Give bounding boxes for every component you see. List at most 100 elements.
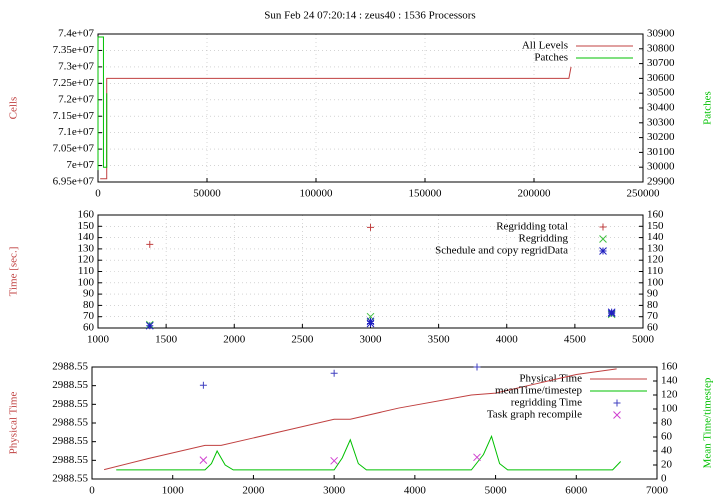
data-point [145, 321, 154, 330]
x-tick-label: 3500 [428, 334, 451, 346]
y2-tick-label: 140 [647, 231, 664, 243]
x-tick-label: 5000 [485, 485, 508, 497]
x-tick-label: 2000 [242, 485, 265, 497]
data-point [607, 308, 616, 317]
y-tick-label: 60 [83, 322, 95, 334]
y2-tick-label: 30300 [647, 116, 675, 128]
legend-label: meanTime/timestep [495, 385, 582, 397]
y-tick-label: 2988.55 [52, 379, 88, 391]
x-tick-label: 0 [95, 188, 101, 200]
legend-swatch [599, 223, 607, 231]
y-tick-label: 2988.55 [52, 435, 88, 447]
legend-swatch [599, 235, 607, 243]
y2-tick-label: 30800 [647, 42, 675, 54]
data-point [473, 363, 481, 371]
y2-tick-label: 30700 [647, 57, 675, 69]
y-tick-label: 2988.55 [52, 361, 88, 373]
y2-tick-label: 90 [647, 288, 659, 300]
y2-tick-label: 70 [647, 310, 659, 322]
x-tick-label: 250000 [627, 188, 661, 200]
y-tick-label: 110 [78, 265, 95, 277]
legend-label: Regridding [519, 233, 569, 245]
y-tick-label: 80 [83, 299, 95, 311]
y-tick-label: 2988.55 [52, 473, 88, 485]
x-tick-label: 200000 [518, 188, 552, 200]
legend-label: regridding Time [511, 397, 582, 409]
y-tick-label: 100 [78, 276, 95, 288]
legend-label: Patches [534, 52, 568, 64]
y2-axis-label: Patches [702, 91, 714, 125]
x-tick-label: 4500 [564, 334, 587, 346]
legend-label: Physical Time [519, 373, 582, 385]
y-tick-label: 7.35e+07 [53, 44, 95, 56]
x-tick-label: 4000 [404, 485, 427, 497]
legend-label: Schedule and copy regridData [435, 245, 568, 257]
y2-tick-label: 120 [647, 254, 664, 266]
y2-tick-label: 80 [661, 417, 673, 429]
x-tick-label: 1000 [162, 485, 185, 497]
y-tick-label: 7.05e+07 [53, 143, 95, 155]
legend-swatch [613, 399, 621, 407]
y2-tick-label: 140 [661, 375, 678, 387]
x-tick-label: 2500 [291, 334, 314, 346]
data-point [330, 369, 338, 377]
x-tick-label: 150000 [409, 188, 443, 200]
legend-label: All Levels [522, 40, 568, 52]
y-tick-label: 150 [78, 220, 95, 232]
y2-tick-label: 30000 [647, 161, 675, 173]
y2-tick-label: 29900 [647, 176, 675, 188]
y-tick-label: 120 [78, 254, 95, 266]
y2-axis-label: Mean Time/timestep [702, 377, 714, 468]
plot-frame [91, 366, 658, 480]
y2-tick-label: 0 [661, 473, 667, 485]
legend-label: Regridding total [496, 221, 568, 233]
y2-tick-label: 130 [647, 242, 664, 254]
x-tick-label: 3000 [323, 485, 346, 497]
y2-tick-label: 30100 [647, 146, 675, 158]
y-tick-label: 140 [78, 231, 95, 243]
y2-tick-label: 40 [661, 445, 673, 457]
x-tick-label: 0 [89, 485, 95, 497]
series-line [97, 36, 108, 171]
y2-tick-label: 110 [647, 265, 664, 277]
y-tick-label: 90 [83, 288, 95, 300]
y2-tick-label: 30600 [647, 72, 675, 84]
y-tick-label: 7e+07 [66, 159, 94, 171]
y-axis-label: Physical Time [8, 392, 20, 455]
y-tick-label: 2988.55 [52, 454, 88, 466]
data-point [367, 223, 374, 231]
legend-swatch [599, 247, 607, 255]
y-tick-label: 7.1e+07 [58, 126, 94, 138]
x-tick-label: 7000 [646, 485, 669, 497]
data-point [199, 456, 208, 464]
y2-tick-label: 80 [647, 299, 659, 311]
data-point [330, 456, 338, 465]
legend-swatch [613, 411, 621, 419]
x-tick-label: 6000 [565, 485, 588, 497]
y2-tick-label: 160 [647, 209, 664, 221]
y-axis-label: Cells [8, 97, 20, 120]
data-point [146, 240, 154, 248]
y-axis-label: Time [sec.] [8, 247, 20, 297]
data-point [199, 381, 207, 389]
y-tick-label: 6.95e+07 [53, 176, 95, 188]
y2-tick-label: 30500 [647, 87, 675, 99]
x-tick-label: 50000 [193, 188, 221, 200]
series-line [100, 66, 572, 180]
y2-tick-label: 150 [647, 220, 664, 232]
y-tick-label: 7.2e+07 [58, 93, 94, 105]
y2-tick-label: 30900 [647, 28, 675, 40]
y2-tick-label: 160 [661, 361, 678, 373]
y-tick-label: 7.3e+07 [58, 60, 94, 72]
x-tick-label: 3000 [360, 334, 383, 346]
legend-label: Task graph recompile [487, 409, 582, 421]
y2-tick-label: 60 [647, 322, 659, 334]
y-tick-label: 7.4e+07 [58, 28, 94, 40]
x-tick-label: 1500 [155, 334, 178, 346]
y2-tick-label: 120 [661, 389, 678, 401]
data-point [366, 317, 375, 326]
figure-title: Sun Feb 24 07:20:14 : zeus40 : 1536 Proc… [264, 10, 475, 22]
plot-frame [97, 214, 644, 329]
